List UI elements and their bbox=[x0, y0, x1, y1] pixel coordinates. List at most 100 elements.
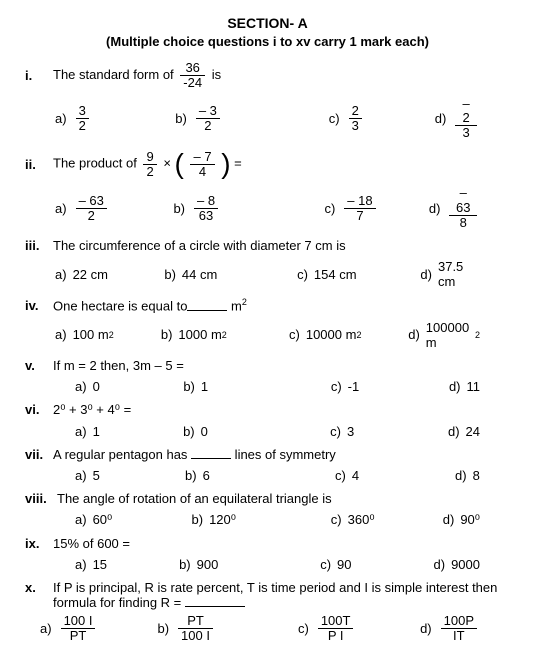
q2-d-num: – 63 bbox=[449, 186, 477, 216]
q1-a-num: 3 bbox=[76, 104, 89, 119]
label-d: d) bbox=[420, 267, 432, 282]
sq: 2 bbox=[356, 330, 361, 340]
qtext-ii: The product of 92 × ( – 74 ) = bbox=[53, 148, 242, 180]
label-d: d) bbox=[420, 621, 432, 636]
q5-b: 1 bbox=[201, 379, 208, 394]
opt-viii-c: c)360⁰ bbox=[331, 512, 413, 528]
question-v: v. If m = 2 then, 3m – 5 = bbox=[25, 358, 510, 373]
question-x: x. If P is principal, R is rate percent,… bbox=[25, 580, 510, 595]
label-b: b) bbox=[161, 327, 173, 342]
q1-frac-den: -24 bbox=[180, 76, 205, 90]
label-d: d) bbox=[434, 557, 446, 572]
q8-b: 120⁰ bbox=[209, 512, 236, 528]
options-vii: a)5 b) 6 c)4 d) 8 bbox=[75, 468, 510, 483]
q7-d: 8 bbox=[473, 468, 480, 483]
question-i: i. The standard form of 36-24 is bbox=[25, 61, 510, 91]
q4-text2: m bbox=[227, 299, 241, 314]
qtext-v: If m = 2 then, 3m – 5 = bbox=[53, 358, 184, 373]
options-x: a)100 IPT b)PT100 I c)100TP I d)100PIT bbox=[40, 614, 510, 644]
opt-iv-d: d)100000 m2 bbox=[408, 320, 480, 350]
opt-ix-c: c)90 bbox=[320, 557, 403, 572]
q8-c: 360⁰ bbox=[348, 512, 375, 528]
q4-b: 1000 m bbox=[178, 327, 221, 342]
opt-ii-b: b)– 863 bbox=[173, 194, 294, 224]
opt-v-d: d)11 bbox=[449, 379, 480, 394]
label-b: b) bbox=[192, 512, 204, 527]
opt-x-d: d) 100PIT bbox=[420, 614, 480, 644]
label-c: c) bbox=[289, 327, 300, 342]
opt-vii-a: a)5 bbox=[75, 468, 155, 483]
opt-vi-c: c)3 bbox=[330, 424, 418, 439]
opt-viii-a: a)60⁰ bbox=[75, 512, 162, 528]
opt-vii-c: c)4 bbox=[335, 468, 425, 483]
label-d: d) bbox=[455, 468, 467, 483]
q10-a-num: 100 I bbox=[61, 614, 96, 629]
q7-text1: A regular pentagon has bbox=[53, 447, 191, 462]
options-vi: a)1 b)0 c)3 d)24 bbox=[75, 424, 510, 439]
label-a: a) bbox=[75, 424, 87, 439]
q2-f1-num: 9 bbox=[143, 150, 156, 165]
q2-f1-den: 2 bbox=[143, 165, 156, 179]
q1-d-den: 3 bbox=[455, 126, 477, 140]
opt-ix-b: b)900 bbox=[179, 557, 290, 572]
q2-f2-num: – 7 bbox=[190, 150, 214, 165]
label-c: c) bbox=[324, 201, 335, 216]
label-b: b) bbox=[185, 468, 197, 483]
q1-frac-num: 36 bbox=[180, 61, 205, 76]
q10-c-num: 100T bbox=[318, 614, 354, 629]
q9-c: 90 bbox=[337, 557, 351, 572]
qnum-vi: vi. bbox=[25, 402, 53, 417]
label-a: a) bbox=[55, 201, 67, 216]
opt-v-b: b)1 bbox=[183, 379, 300, 394]
sq: 2 bbox=[475, 330, 480, 340]
opt-ii-c: c)– 187 bbox=[324, 194, 398, 224]
options-ii: a)– 632 b)– 863 c)– 187 d)– 638 bbox=[55, 186, 510, 230]
question-viii: viii. The angle of rotation of an equila… bbox=[25, 491, 510, 506]
opt-iii-c: c)154 cm bbox=[297, 267, 390, 282]
rparen: ) bbox=[221, 148, 230, 179]
opt-viii-d: d)90⁰ bbox=[443, 512, 480, 528]
opt-vii-b: b) 6 bbox=[185, 468, 305, 483]
opt-v-c: c)-1 bbox=[331, 379, 419, 394]
opt-x-a: a)100 IPT bbox=[40, 614, 127, 644]
opt-viii-b: b) 120⁰ bbox=[192, 512, 301, 528]
qtext-iii: The circumference of a circle with diame… bbox=[53, 238, 346, 253]
qtext-x-2: formula for finding R = bbox=[53, 595, 510, 610]
q2-c-den: 7 bbox=[344, 209, 375, 223]
label-a: a) bbox=[55, 267, 67, 282]
qnum-ii: ii. bbox=[25, 157, 53, 172]
qtext-vi: 2⁰ + 3⁰ + 4⁰ = bbox=[53, 402, 131, 418]
q2-a-den: 2 bbox=[76, 209, 107, 223]
opt-ii-d: d)– 638 bbox=[429, 186, 480, 230]
q10-d-den: IT bbox=[441, 629, 477, 643]
label-b: b) bbox=[164, 267, 176, 282]
qtext-x-1: If P is principal, R is rate percent, T … bbox=[53, 580, 497, 595]
q10-c-den: P I bbox=[318, 629, 354, 643]
section-header: SECTION- A bbox=[25, 15, 510, 31]
qtext-i: The standard form of 36-24 is bbox=[53, 61, 221, 91]
label-d: d) bbox=[408, 327, 420, 342]
opt-ii-a: a)– 632 bbox=[55, 194, 143, 224]
label-b: b) bbox=[157, 621, 169, 636]
q7-b: 6 bbox=[203, 468, 210, 483]
sq: 2 bbox=[242, 297, 247, 307]
opt-v-a: a)0 bbox=[75, 379, 153, 394]
q1-b-den: 2 bbox=[196, 119, 220, 133]
q6-c: 3 bbox=[347, 424, 354, 439]
q10-d-num: 100P bbox=[441, 614, 477, 629]
opt-iv-c: c)10000 m2 bbox=[289, 327, 378, 342]
opt-vi-d: d)24 bbox=[448, 424, 480, 439]
label-b: b) bbox=[173, 201, 185, 216]
q5-d: 11 bbox=[467, 379, 481, 394]
label-a: a) bbox=[75, 512, 87, 527]
label-c: c) bbox=[329, 111, 340, 126]
label-d: d) bbox=[443, 512, 455, 527]
opt-iv-a: a)100 m2 bbox=[55, 327, 131, 342]
q1-frac: 36-24 bbox=[180, 61, 205, 91]
opt-vi-b: b)0 bbox=[183, 424, 300, 439]
label-c: c) bbox=[297, 267, 308, 282]
lparen: ( bbox=[175, 148, 184, 179]
opt-x-c: c)100TP I bbox=[298, 614, 390, 644]
opt-vi-a: a)1 bbox=[75, 424, 153, 439]
question-vi: vi. 2⁰ + 3⁰ + 4⁰ = bbox=[25, 402, 510, 418]
